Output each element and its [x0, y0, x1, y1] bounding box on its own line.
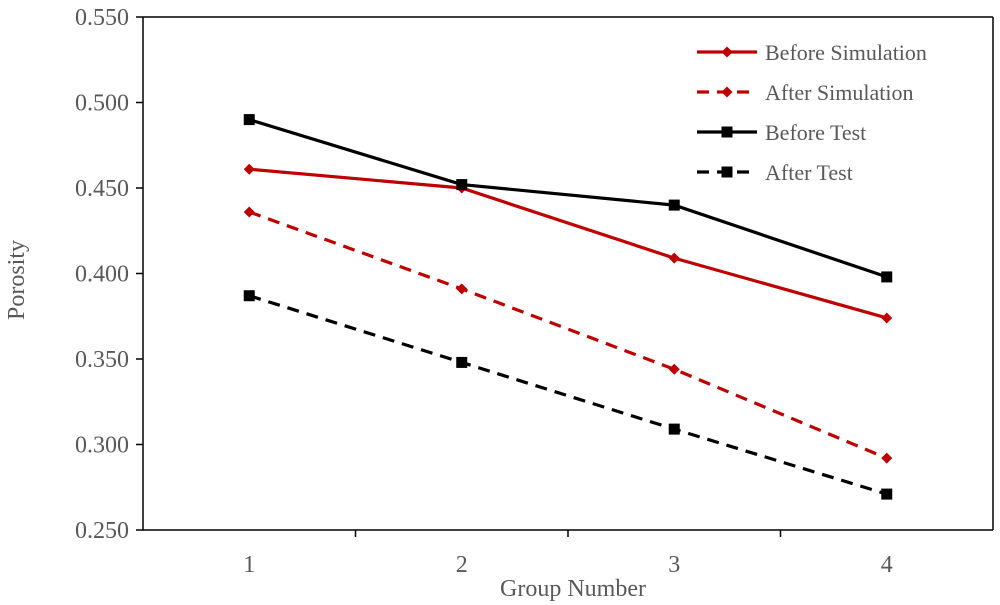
data-point-after-test — [243, 290, 255, 302]
axes: 0.250 0.300 0.350 0.400 0.450 0.500 0.550 1 2 3 4 — [75, 5, 994, 578]
legend-swatch-marker — [721, 126, 733, 138]
y-tick-label: 0.550 — [75, 5, 129, 31]
data-point-before-test — [881, 271, 893, 283]
legend-label: After Test — [765, 160, 853, 185]
legend-swatch-marker — [721, 86, 733, 98]
legend-label: Before Simulation — [765, 40, 927, 65]
data-point-before-test — [668, 199, 680, 211]
series-line-after-simulation — [248, 210, 888, 460]
legend-item-before-test: Before Test — [697, 120, 866, 145]
data-point-before-simulation — [881, 312, 893, 324]
data-point-after-simulation — [456, 283, 468, 295]
series-line-after-test — [248, 294, 888, 496]
y-axis-title: Porosity — [4, 240, 30, 320]
legend-item-after-test: After Test — [697, 160, 853, 185]
x-tick-label: 1 — [243, 552, 255, 578]
legend-item-before-simulation: Before Simulation — [697, 40, 927, 65]
legend-swatch-marker — [721, 166, 733, 178]
data-point-after-simulation — [243, 206, 255, 218]
series-line-before-test — [248, 118, 888, 279]
y-tick-label: 0.500 — [75, 91, 129, 117]
y-tick-label: 0.250 — [75, 518, 129, 544]
data-point-before-simulation — [668, 252, 680, 264]
series-line-before-simulation — [249, 167, 888, 320]
legend-label: Before Test — [765, 120, 866, 145]
x-tick-label: 2 — [456, 552, 468, 578]
y-tick-label: 0.400 — [75, 262, 129, 288]
x-tick-label: 4 — [881, 552, 893, 578]
legend-item-after-simulation: After Simulation — [697, 80, 913, 105]
data-point-before-test — [456, 179, 468, 191]
data-point-after-simulation — [881, 452, 893, 464]
data-point-after-simulation — [668, 363, 680, 375]
x-tick-label: 3 — [668, 552, 680, 578]
series-layer — [243, 114, 893, 500]
y-tick-label: 0.350 — [75, 347, 129, 373]
data-point-after-test — [881, 488, 893, 500]
data-point-before-simulation — [243, 163, 255, 175]
y-tick-label: 0.450 — [75, 176, 129, 202]
legend: Before Simulation After Simulation Before … — [697, 40, 927, 185]
series-before-simulation — [243, 163, 893, 324]
series-after-simulation — [243, 206, 893, 464]
x-axis-title: Group Number — [500, 576, 646, 602]
legend-label: After Simulation — [765, 80, 913, 105]
data-point-before-test — [243, 114, 255, 126]
legend-swatch-marker — [721, 46, 733, 58]
series-before-test — [243, 114, 893, 283]
data-point-after-test — [668, 423, 680, 435]
data-point-after-test — [456, 356, 468, 368]
y-tick-label: 0.300 — [75, 433, 129, 459]
series-after-test — [243, 290, 893, 500]
